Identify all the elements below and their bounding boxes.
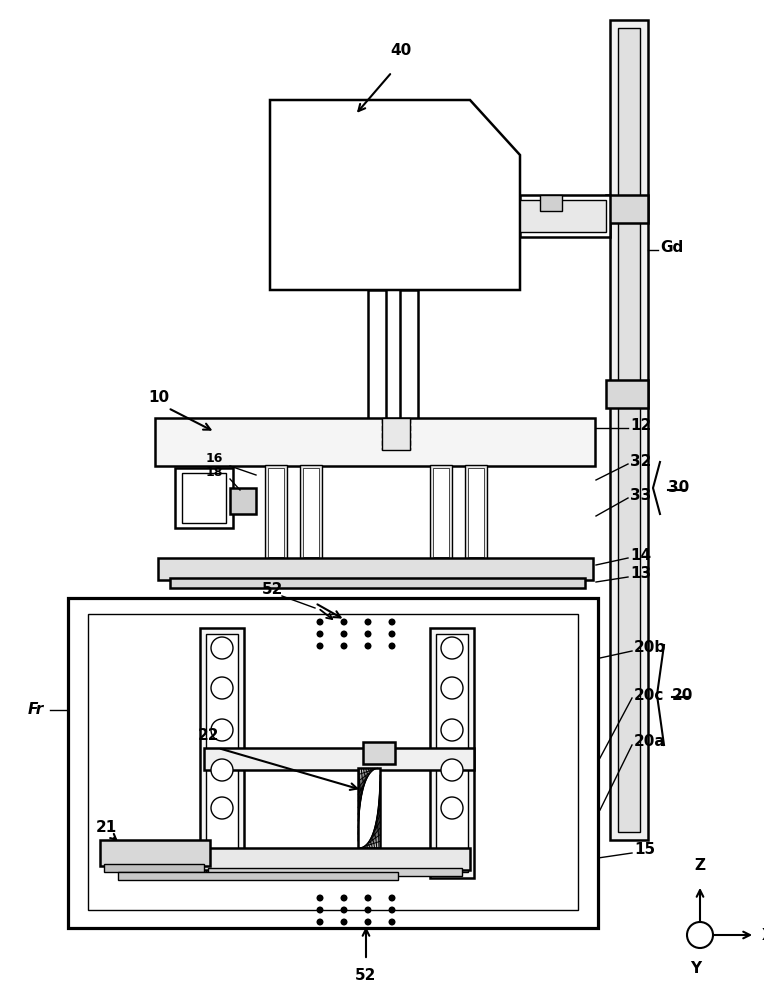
Circle shape [211,719,233,741]
Bar [155,418,595,466]
Circle shape [687,922,713,948]
Circle shape [441,797,463,819]
Circle shape [316,906,323,914]
Bar [175,468,233,528]
Text: 21: 21 [96,820,117,835]
Text: Y: Y [691,961,701,976]
Bar [268,468,284,557]
Text: 10: 10 [148,390,169,405]
Bar [303,468,319,557]
Circle shape [441,637,463,659]
Circle shape [341,618,348,626]
Text: Fr: Fr [28,702,44,718]
Bar [430,628,474,878]
Bar [468,468,484,557]
Circle shape [316,618,323,626]
Circle shape [316,631,323,638]
Circle shape [389,631,396,638]
Text: Z: Z [694,858,705,873]
Bar [540,195,562,211]
Circle shape [389,906,396,914]
Bar [400,290,418,420]
Circle shape [341,643,348,650]
Circle shape [211,677,233,699]
Circle shape [389,618,396,626]
Text: 12: 12 [630,418,651,432]
Circle shape [316,643,323,650]
Bar [520,200,606,232]
Bar [363,742,395,764]
Bar [100,840,210,866]
Circle shape [316,918,323,926]
Text: 14: 14 [630,548,651,562]
Text: X: X [762,928,764,942]
Bar [265,465,287,560]
Text: Gd: Gd [660,240,683,255]
Bar [436,634,468,872]
Bar [200,848,470,870]
Bar [200,628,244,878]
Circle shape [389,643,396,650]
Bar [208,868,462,876]
Text: 22: 22 [198,728,219,743]
Circle shape [389,918,396,926]
Circle shape [211,759,233,781]
Bar [104,864,204,872]
Circle shape [316,894,323,902]
Circle shape [364,906,371,914]
Bar [358,768,380,848]
Bar [158,558,593,580]
Bar [204,748,474,770]
Text: 52: 52 [262,582,283,597]
Bar [68,598,598,928]
Bar [606,380,648,408]
Bar [368,290,386,420]
Circle shape [364,643,371,650]
Text: 20a: 20a [634,734,665,750]
Circle shape [364,631,371,638]
Circle shape [341,894,348,902]
Circle shape [341,918,348,926]
Text: 52: 52 [355,968,377,983]
Text: 30: 30 [668,481,689,495]
Text: 15: 15 [634,842,655,857]
Text: 13: 13 [630,566,651,582]
Bar [382,418,410,450]
Bar [182,473,226,523]
Circle shape [389,894,396,902]
Circle shape [211,797,233,819]
Polygon shape [270,100,520,290]
Bar [170,578,585,588]
Text: 40: 40 [390,43,411,58]
Bar [230,488,256,514]
Text: 20b: 20b [634,641,666,656]
Text: 32: 32 [630,454,652,470]
Bar [465,465,487,560]
Bar [300,465,322,560]
Circle shape [364,618,371,626]
Bar [433,468,449,557]
Bar [606,195,648,223]
Bar [610,20,648,840]
Text: 33: 33 [630,488,651,502]
Bar [206,634,238,872]
Circle shape [341,906,348,914]
Circle shape [441,677,463,699]
Bar [618,28,640,832]
Bar [88,614,578,910]
Bar [520,195,610,237]
Bar [118,872,398,880]
Circle shape [341,631,348,638]
Text: 20: 20 [672,688,694,702]
Circle shape [441,719,463,741]
Text: 16: 16 [206,452,223,465]
Text: 20c: 20c [634,688,665,702]
Text: 18: 18 [206,466,223,479]
Circle shape [364,894,371,902]
Circle shape [211,637,233,659]
Bar [430,465,452,560]
Circle shape [441,759,463,781]
Circle shape [364,918,371,926]
